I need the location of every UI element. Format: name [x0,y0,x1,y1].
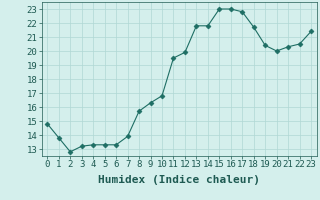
X-axis label: Humidex (Indice chaleur): Humidex (Indice chaleur) [98,175,260,185]
